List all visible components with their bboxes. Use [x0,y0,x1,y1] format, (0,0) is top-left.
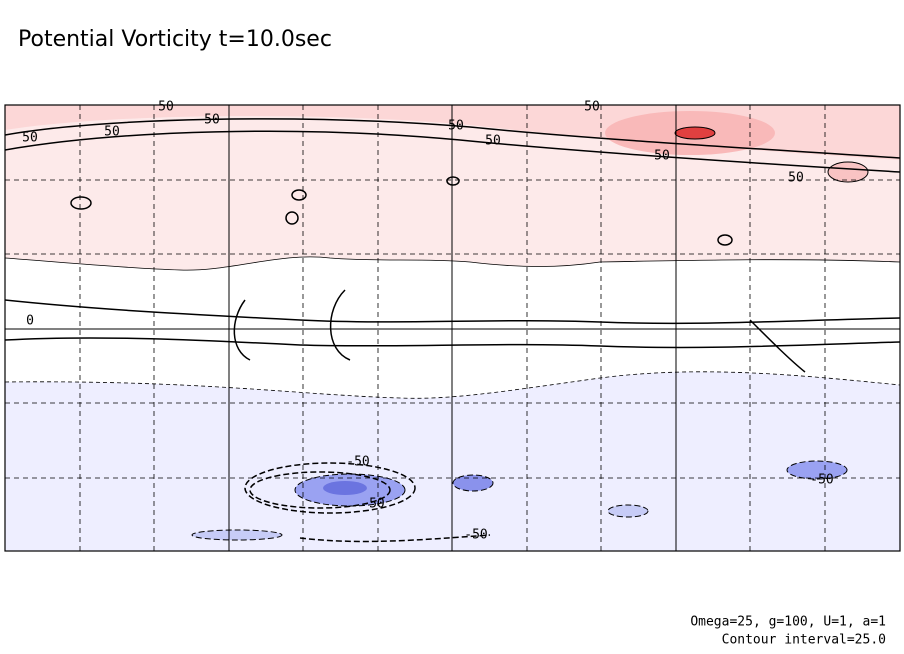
vortex [786,460,848,480]
contour-label: 50 [448,119,464,134]
annotation: Omega=25, g=100, U=1, a=1 [690,615,886,630]
contour-label: 50 [485,134,501,149]
contour-label: 50 [22,131,38,146]
chart-title: Potential Vorticity t=10.0sec [18,27,332,52]
contour-label: 0 [26,314,34,329]
contour-label: -50 [810,473,833,488]
contour-label: 50 [654,149,670,164]
grid [4,104,901,552]
contour-label: 50 [158,100,174,115]
contour-label: 50 [788,171,804,186]
contour-label: 50 [204,113,220,128]
contour-labels: 50 50 50 50 50 50 50 50 50 0 -50 -50 -50 -50 [22,100,834,543]
vortex [452,474,494,492]
contour-label: 50 [584,100,600,115]
contour-label: -50 [361,497,384,512]
negative-contours [244,462,491,543]
vortex [323,481,367,495]
vortex [674,126,716,140]
vortex [191,529,283,541]
contour-label: -50 [464,528,487,543]
zero-contours [5,256,900,399]
vortex [827,161,869,183]
contour-label: -50 [346,455,369,470]
vortex [607,504,649,518]
annotation: Contour interval=25.0 [722,633,886,648]
contour-label: 50 [104,125,120,140]
